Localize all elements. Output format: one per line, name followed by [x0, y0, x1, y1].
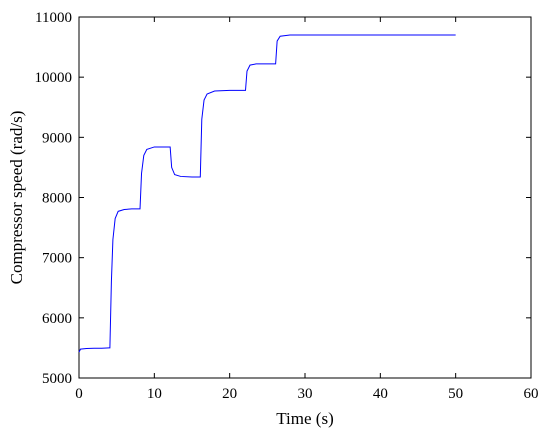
x-axis: 0 10 20 30 40 50 60: [75, 17, 539, 402]
x-tick-label: 30: [298, 386, 313, 402]
y-tick-label: 11000: [35, 10, 72, 26]
x-tick-label: 10: [147, 386, 162, 402]
x-tick-label: 20: [222, 386, 237, 402]
series-line: [78, 34, 456, 353]
x-tick-label: 50: [448, 386, 463, 402]
y-tick-label: 7000: [42, 251, 72, 267]
x-axis-title: Time (s): [276, 409, 333, 428]
x-tick-label: 60: [524, 386, 539, 402]
y-tick-label: 10000: [35, 70, 73, 86]
y-axis: 5000 6000 7000 8000 9000 10000 11000: [35, 10, 531, 387]
y-tick-label: 9000: [42, 130, 72, 146]
x-tick-label: 40: [373, 386, 388, 402]
y-tick-label: 8000: [42, 191, 72, 207]
x-tick-label: 0: [75, 386, 83, 402]
y-tick-label: 6000: [42, 311, 72, 327]
y-axis-title: Compressor speed (rad/s): [7, 111, 26, 285]
y-tick-label: 5000: [42, 371, 72, 387]
plot-area: [78, 16, 532, 379]
